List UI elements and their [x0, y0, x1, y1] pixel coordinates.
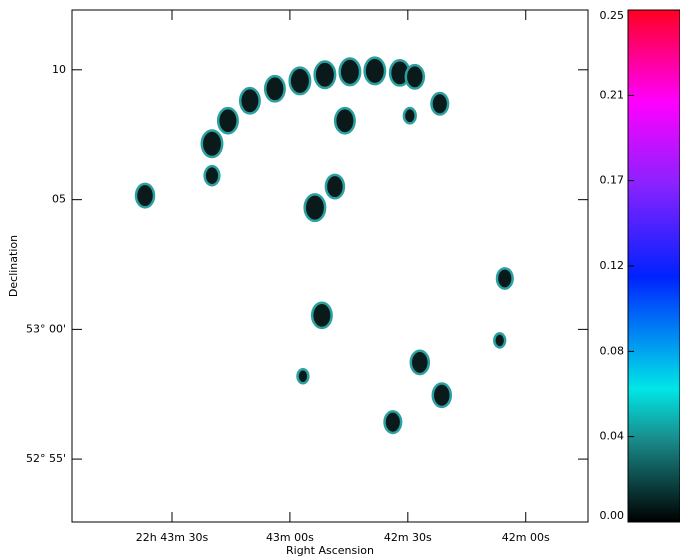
source: [383, 410, 403, 435]
colorbar-tick-label: 0.25: [600, 9, 625, 22]
source: [495, 267, 514, 290]
source: [313, 60, 337, 90]
source: [363, 56, 387, 86]
colorbar-tick-label: 0.17: [600, 174, 625, 187]
colorbar-tick-label: 0.12: [600, 259, 625, 272]
source: [338, 57, 362, 87]
source: [402, 106, 417, 125]
source: [409, 349, 431, 376]
source: [216, 106, 239, 135]
x-axis-label: Right Ascension: [286, 544, 374, 557]
plot-frame: [71, 9, 589, 523]
source: [431, 382, 453, 409]
colorbar-tick-label: 0.04: [600, 430, 625, 443]
source: [303, 193, 327, 223]
source: [203, 164, 221, 187]
y-tick-label: 10: [52, 63, 66, 76]
source: [200, 129, 224, 159]
source: [296, 367, 310, 385]
colorbar-tick-label: 0.21: [600, 88, 625, 101]
source: [238, 86, 261, 115]
source: [324, 173, 346, 200]
colorbar-tick-label: 0.08: [600, 344, 625, 357]
y-tick-label: 05: [52, 193, 66, 206]
source: [288, 66, 312, 96]
x-tick-label: 22h 43m 30s: [136, 531, 209, 544]
colorbar: [627, 9, 680, 523]
source: [263, 74, 286, 103]
y-axis-label: Declination: [7, 235, 20, 297]
source: [310, 301, 333, 330]
source: [404, 63, 426, 90]
x-tick-label: 43m 00s: [266, 531, 314, 544]
source: [430, 91, 450, 116]
source: [134, 182, 156, 209]
source: [333, 106, 356, 135]
y-tick-label: 52° 55': [26, 452, 66, 465]
colorbar-tick-label: 0.00: [600, 509, 625, 522]
x-tick-label: 42m 30s: [384, 531, 432, 544]
x-tick-label: 42m 00s: [502, 531, 550, 544]
y-tick-label: 53° 00': [26, 322, 66, 335]
source: [493, 332, 507, 349]
